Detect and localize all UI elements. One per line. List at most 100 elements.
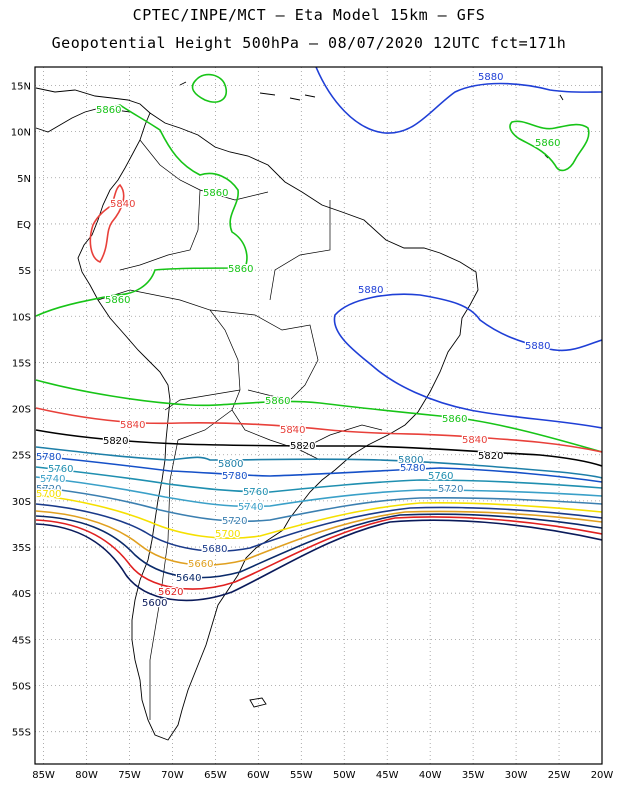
contour-label: 5700 [36, 489, 61, 500]
contour-label: 5720 [36, 484, 61, 495]
contour-label: 5840 [280, 425, 305, 436]
contour-label: 5720 [438, 484, 463, 495]
contour-label: 5860 [535, 138, 560, 149]
chart-title-line1: CPTEC/INPE/MCT – Eta Model 15km – GFS [132, 6, 486, 24]
contour-label: 5860 [442, 414, 467, 425]
lat-tick-label: 15N [11, 81, 31, 92]
contour-label: 5820 [290, 441, 315, 452]
contour-layer [35, 67, 602, 602]
contour-label: 5880 [525, 341, 550, 352]
lon-tick-label: 30W [505, 770, 528, 781]
contour-label: 5660 [188, 559, 213, 570]
contour-label: 5740 [238, 502, 263, 513]
latitude-labels: 15N 10N 5N EQ 5S 10S 15S 20S 25S 30S 35S 40S 45S 50S 5… [11, 81, 31, 738]
contour-label: 5700 [215, 529, 240, 540]
contour-5760 [35, 466, 602, 493]
lon-tick-label: 70W [161, 770, 184, 781]
contour-label: 5720 [222, 516, 247, 527]
contour-5860-blob-nw [191, 73, 227, 103]
lat-tick-label: 20S [12, 405, 31, 416]
contour-5840 [35, 407, 602, 453]
lat-tick-label: 50S [12, 682, 31, 693]
lon-tick-label: 55W [290, 770, 313, 781]
lat-tick-label: 10S [12, 312, 31, 323]
contour-5800 [35, 446, 602, 479]
coastline-layer [35, 81, 564, 741]
contour-label: 5840 [462, 435, 487, 446]
contour-5600 [35, 519, 602, 602]
south-america-coastline [77, 112, 479, 741]
contour-5640 [35, 513, 602, 579]
lon-tick-label: 50W [333, 770, 356, 781]
central-america-coastline [35, 87, 151, 133]
contour-5700 [35, 494, 602, 539]
lat-tick-label: 55S [12, 728, 31, 739]
contour-label: 5860 [105, 295, 130, 306]
contour-5660 [35, 510, 602, 566]
lon-tick-label: 65W [204, 770, 227, 781]
lat-tick-label: 5S [18, 266, 31, 277]
contour-5780 [35, 455, 602, 483]
contour-label: 5740 [40, 474, 65, 485]
contour-label: 5860 [96, 105, 121, 116]
lon-tick-label: 25W [548, 770, 571, 781]
lat-tick-label: 30S [12, 497, 31, 508]
lat-tick-label: 15S [12, 358, 31, 369]
contour-label: 5860 [265, 396, 290, 407]
contour-5860-north [35, 104, 248, 317]
caribbean-islands [179, 81, 564, 159]
contour-label: 5760 [428, 471, 453, 482]
contour-label: 5760 [48, 464, 73, 475]
contour-label: 5840 [120, 420, 145, 431]
contour-label: 5780 [222, 471, 247, 482]
contour-labels: 5880 5880 5880 5860 5860 5860 5860 5860 … [35, 71, 562, 611]
contour-label: 5860 [203, 188, 228, 199]
contour-label: 5800 [398, 455, 423, 466]
contour-5680 [35, 503, 602, 552]
lon-tick-label: 75W [118, 770, 141, 781]
contour-5720 [35, 486, 602, 523]
lat-tick-label: 40S [12, 589, 31, 600]
longitude-labels: 85W 80W 75W 70W 65W 60W 55W 50W 45W 40W 35W 30W 25W 2… [32, 770, 613, 781]
lat-tick-label: 35S [12, 543, 31, 554]
lon-tick-label: 45W [376, 770, 399, 781]
contour-5860-blob-ne [509, 120, 590, 172]
contour-label: 5880 [358, 285, 383, 296]
chart-title-line2: Geopotential Height 500hPa – 08/07/2020 … [51, 34, 567, 52]
country-borders [97, 139, 383, 720]
lon-tick-label: 35W [462, 770, 485, 781]
contour-label: 5780 [36, 452, 61, 463]
contour-label: 5620 [158, 587, 183, 598]
lat-tick-label: 45S [12, 635, 31, 646]
contour-label: 5680 [202, 544, 227, 555]
lat-lon-grid [35, 67, 603, 764]
lat-tick-label: 5N [17, 174, 31, 185]
lon-tick-label: 85W [32, 770, 55, 781]
contour-label: 5780 [400, 463, 425, 474]
contour-label: 5760 [243, 487, 268, 498]
contour-label: 5840 [110, 199, 135, 210]
contour-label: 5820 [478, 451, 503, 462]
lat-tick-label: 10N [11, 128, 31, 139]
contour-label: 5600 [142, 598, 167, 609]
contour-label: 5860 [228, 264, 253, 275]
lat-tick-label: EQ [17, 220, 31, 231]
contour-label: 5640 [176, 573, 201, 584]
lon-tick-label: 40W [419, 770, 442, 781]
falkland-islands [249, 697, 267, 708]
contour-5880-east [333, 293, 602, 429]
lon-tick-label: 80W [75, 770, 98, 781]
contour-5880-north [315, 67, 602, 134]
contour-5620 [35, 516, 602, 590]
contour-5740 [35, 476, 602, 508]
contour-5860-main [35, 379, 602, 453]
contour-label: 5820 [103, 436, 128, 447]
contour-label: 5800 [218, 459, 243, 470]
contour-label: 5880 [478, 72, 503, 83]
lon-tick-label: 60W [247, 770, 270, 781]
lat-tick-label: 25S [12, 451, 31, 462]
map-frame [34, 66, 603, 765]
contour-5820 [35, 429, 602, 467]
lon-tick-label: 20W [591, 770, 614, 781]
